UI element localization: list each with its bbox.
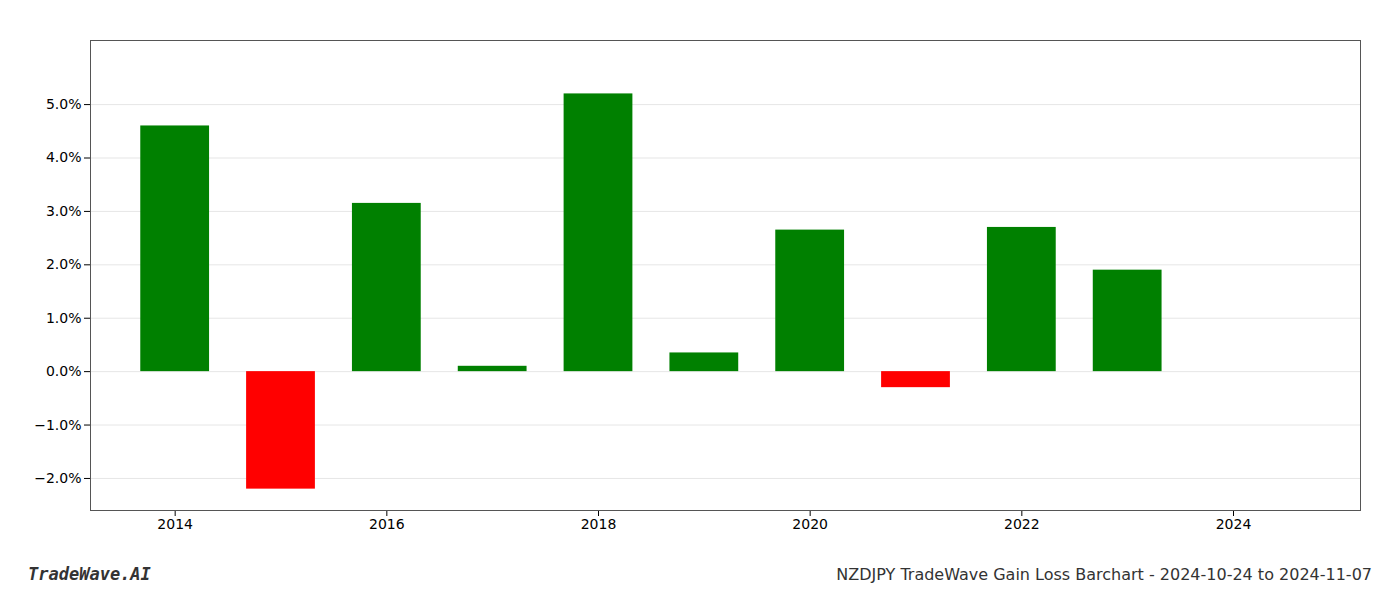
svg-text:1.0%: 1.0%	[46, 310, 82, 326]
svg-text:2.0%: 2.0%	[46, 256, 82, 272]
svg-text:5.0%: 5.0%	[46, 96, 82, 112]
html-text:NZDJPY TradeWave Gain Loss Bar: NZDJPY TradeWave Gain Loss Barchart - 20…	[836, 565, 1372, 584]
svg-text:2014: 2014	[157, 516, 193, 532]
svg-text:2024: 2024	[1216, 516, 1252, 532]
html-text:TradeWave.AI: TradeWave.AI	[28, 564, 151, 584]
svg-text:3.0%: 3.0%	[46, 203, 82, 219]
svg-text:4.0%: 4.0%	[46, 149, 82, 165]
svg-text:0.0%: 0.0%	[46, 363, 82, 379]
svg-text:2016: 2016	[369, 516, 405, 532]
svg-text:2018: 2018	[581, 516, 617, 532]
svg-text:2022: 2022	[1004, 516, 1040, 532]
svg-text:−2.0%: −2.0%	[34, 470, 81, 486]
svg-text:2020: 2020	[792, 516, 828, 532]
svg-text:−1.0%: −1.0%	[34, 417, 81, 433]
